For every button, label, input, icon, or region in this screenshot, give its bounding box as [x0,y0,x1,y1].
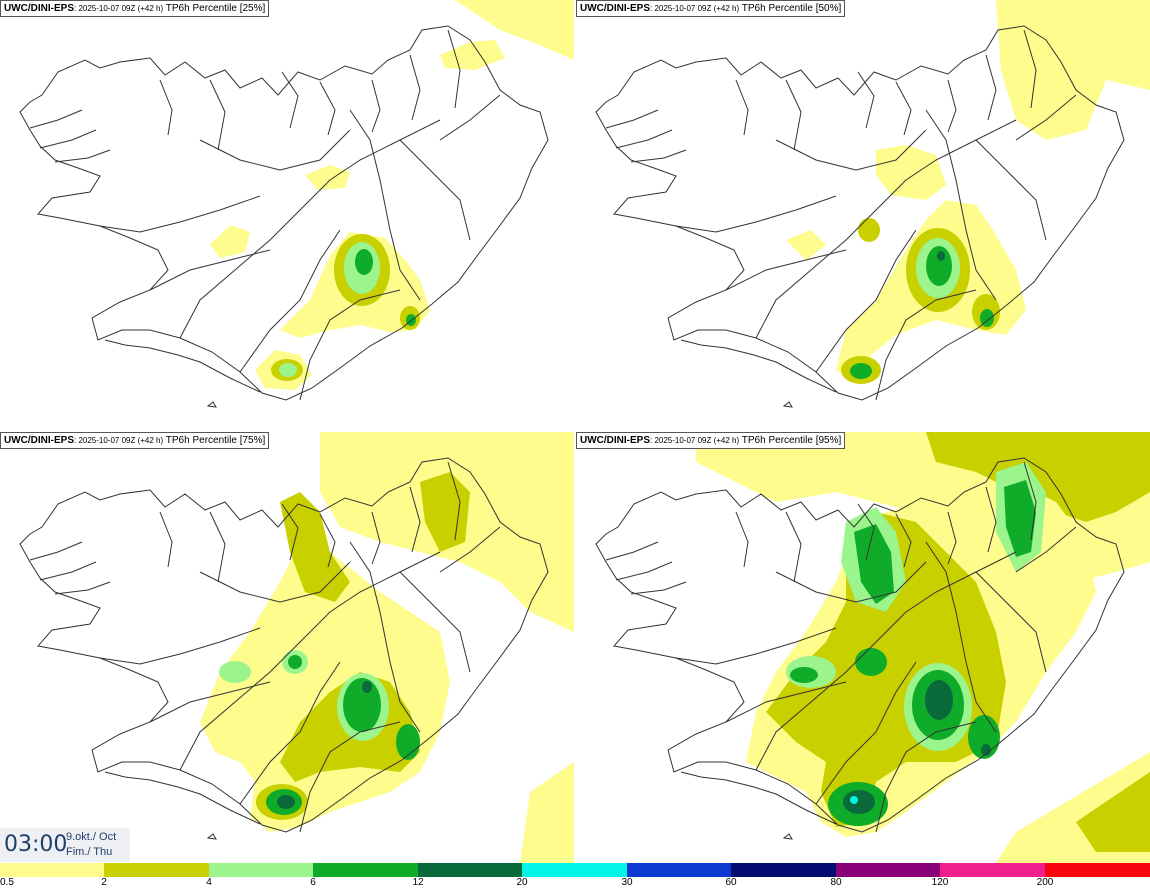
precip-area-ne [455,0,574,60]
precip-area-north [876,145,946,200]
map-panel-p50: UWC/DINI-EPS: 2025-10-07 09Z (+42 h) TP6… [576,0,1150,431]
legend-tick-label: 20 [516,877,528,888]
model-name: UWC/DINI-EPS [4,3,74,14]
map-panel-p25: UWC/DINI-EPS: 2025-10-07 09Z (+42 h) TP6… [0,0,574,431]
color-legend [0,863,1150,877]
precip-core-se-inner [980,309,994,327]
panel-header: UWC/DINI-EPS: 2025-10-07 09Z (+42 h) TP6… [576,0,846,17]
precip-area-ne-small [440,40,505,70]
product-name: TP6h Percentile [95%] [741,435,842,446]
panel-header: UWC/DINI-EPS: 2025-10-07 09Z (+42 h) TP6… [0,432,270,449]
model-name: UWC/DINI-EPS [580,435,650,446]
precip-area-north-center [305,165,350,190]
run-info: : 2025-10-07 09Z (+42 h) [74,4,164,13]
precip-core-s-inner [279,363,297,377]
legend-swatch [627,863,731,877]
precip-core-lvl5 [362,681,372,693]
map-panel-p75: UWC/DINI-EPS: 2025-10-07 09Z (+42 h) TP6… [0,432,574,863]
model-name: UWC/DINI-EPS [4,435,74,446]
legend-tick-label: 6 [310,877,316,888]
precip-core-s-inner [277,795,295,809]
precip-area-se-offshore-lvl2 [1076,772,1150,852]
valid-time-box: 03:00 9.okt./ Oct Fim./ Thu [0,828,130,862]
legend-swatch [209,863,313,877]
precip-core-lvl4 [355,249,373,275]
legend-tick-label: 200 [1036,877,1054,888]
precip-core-se-inner [981,744,991,756]
legend-tick-label: 60 [725,877,737,888]
map-panel-p95: UWC/DINI-EPS: 2025-10-07 09Z (+42 h) TP6… [576,432,1150,863]
precip-area-ne-lvl2 [926,432,1150,522]
precip-map-p95 [595,432,1150,863]
precip-core-w-inner [288,655,302,669]
panel-header: UWC/DINI-EPS: 2025-10-07 09Z (+42 h) TP6… [0,0,270,17]
precip-core-s-peak [850,796,858,804]
product-name: TP6h Percentile [50%] [741,3,842,14]
precip-map-p50 [595,0,1150,408]
legend-swatch [313,863,418,877]
precip-core-s-inner [843,790,875,814]
panel-header: UWC/DINI-EPS: 2025-10-07 09Z (+42 h) TP6… [576,432,846,449]
precip-core-s-inner [850,363,872,379]
precip-core-north-lvl4 [854,524,894,604]
legend-tick-label: 12 [412,877,424,888]
product-name: TP6h Percentile [75%] [165,435,266,446]
legend-swatch [940,863,1045,877]
legend-swatch [522,863,627,877]
precip-area-west [786,230,826,260]
run-info: : 2025-10-07 09Z (+42 h) [74,436,164,445]
precip-area-se-offshore [520,762,574,863]
precip-area-west [210,225,250,258]
run-info: : 2025-10-07 09Z (+42 h) [650,436,740,445]
valid-weekday: Fim./ Thu [66,846,113,858]
legend-tick-label: 120 [931,877,949,888]
precip-core-central-lvl5 [925,680,953,720]
legend-swatch [418,863,522,877]
precip-core-w [855,648,887,676]
legend-tick-label: 2 [101,877,107,888]
legend-swatch [731,863,836,877]
precip-map-p75 [19,432,574,863]
legend-swatch [0,863,104,877]
precip-core-lvl4 [926,246,952,286]
valid-date: 9.okt./ Oct [66,831,117,843]
run-info: : 2025-10-07 09Z (+42 h) [650,4,740,13]
legend-tick-label: 4 [206,877,212,888]
valid-time: 03:00 [4,832,68,857]
precip-core-lvl4 [343,678,381,732]
legend-tick-label: 80 [830,877,842,888]
legend-swatch [836,863,940,877]
precip-area-ne [996,0,1150,140]
precip-core-north [280,492,350,602]
precip-core-nw [219,661,251,683]
precip-map-p25 [19,0,574,408]
legend-tick-label: 0.5 [0,877,14,888]
legend-tick-label: 30 [621,877,633,888]
product-name: TP6h Percentile [25%] [165,3,266,14]
legend-swatch [1045,863,1150,877]
legend-ticks: 0.5 2 4 6 12 20 30 60 80 120 200 [0,877,1150,891]
coastline [19,25,549,408]
precip-core-lvl5 [937,251,945,261]
precip-core-nw-inner [790,667,818,683]
model-name: UWC/DINI-EPS [580,3,650,14]
precip-core-ne-lvl4 [1004,480,1036,557]
precip-core-w [858,218,880,242]
legend-swatch [104,863,209,877]
